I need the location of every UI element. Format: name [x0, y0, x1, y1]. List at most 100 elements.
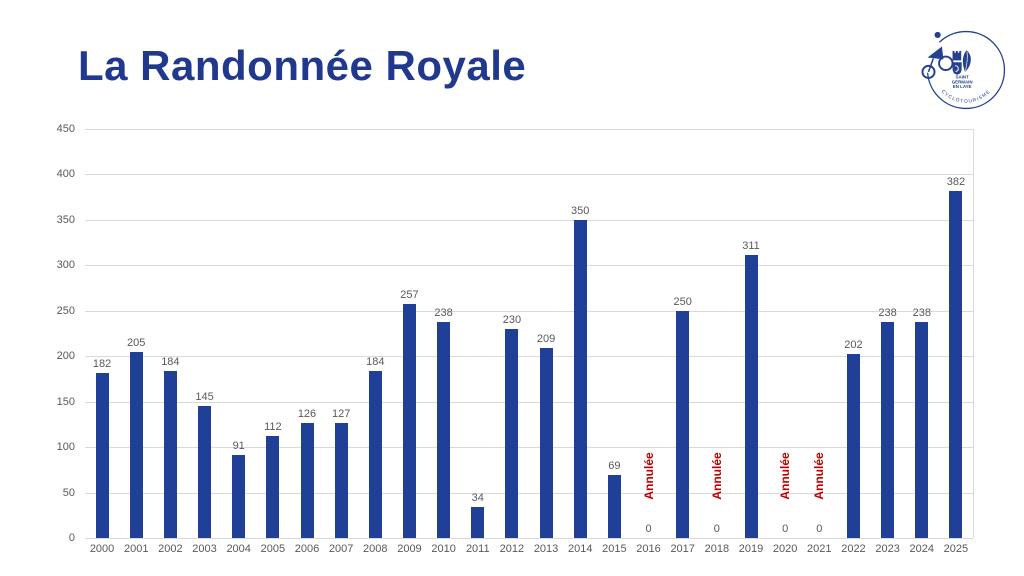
x-tick-label: 2025: [943, 543, 969, 555]
bar-value-label: 34: [471, 492, 484, 505]
gridline: [85, 219, 973, 221]
x-tick-label: 2004: [226, 543, 251, 555]
cancelled-label: Annulée: [778, 452, 793, 500]
bar-value-label: 250: [673, 295, 692, 308]
club-name-line-2: GERMAIN: [952, 79, 973, 84]
bar-value-label: 230: [502, 313, 522, 326]
y-tick-label: 250: [56, 304, 75, 317]
bar: [471, 507, 485, 538]
x-tick-label: 2006: [294, 543, 320, 555]
y-tick-label: 0: [68, 532, 75, 544]
x-tick-label: 2017: [670, 543, 695, 555]
x-tick-label: 2007: [328, 543, 354, 555]
bar-value-label: 126: [297, 408, 317, 421]
x-tick-label: 2011: [465, 543, 490, 555]
bar: [300, 423, 314, 538]
x-tick-label: 2005: [260, 543, 286, 555]
bar: [846, 354, 860, 538]
x-tick-label: 2000: [89, 543, 115, 555]
x-tick-label: 2008: [363, 543, 388, 555]
x-tick-label: 2012: [499, 543, 525, 555]
y-tick-label: 50: [62, 486, 75, 499]
bar-value-label: 238: [878, 306, 897, 319]
club-logo: SAINT GERMAIN EN LAYE CYCLOTOURISME: [916, 30, 1006, 110]
x-tick-label: 2019: [738, 543, 764, 555]
x-tick-label: 2018: [704, 543, 730, 555]
y-tick-label: 300: [56, 259, 75, 272]
x-tick-label: 2016: [636, 543, 661, 555]
gridline: [85, 265, 973, 267]
bar-value-label: 350: [571, 204, 590, 217]
bar: [676, 310, 690, 538]
y-tick-label: 400: [56, 168, 75, 181]
y-tick-label: 350: [56, 213, 75, 226]
cancelled-label: Annulée: [641, 452, 656, 500]
x-tick-label: 2024: [909, 543, 934, 555]
bar-value-label: 145: [195, 391, 214, 404]
bar-value-label: 257: [400, 289, 419, 302]
bar: [368, 370, 382, 538]
x-tick-label: 2009: [397, 543, 422, 555]
page-title: La Randonnée Royale: [78, 42, 527, 89]
y-tick-label: 200: [56, 350, 75, 363]
cancelled-label: Annulée: [709, 452, 724, 500]
gridline: [85, 538, 973, 539]
bar: [539, 348, 553, 538]
bar-value-label: 127: [331, 407, 351, 420]
x-tick-label: 2013: [533, 543, 559, 555]
club-name-line-3: EN LAYE: [953, 84, 972, 89]
gridline: [85, 129, 973, 130]
cyclist-icon: [921, 31, 954, 79]
y-tick-label: 450: [56, 123, 75, 135]
bar: [334, 422, 348, 538]
bar-value-label: 382: [946, 175, 966, 188]
gridline: [85, 401, 973, 403]
bar-value-label: 0: [782, 523, 789, 535]
gridline: [85, 447, 973, 449]
x-tick-label: 2022: [841, 543, 866, 555]
x-tick-label: 2010: [431, 543, 456, 555]
plot-right-border: [973, 129, 974, 538]
bar: [95, 372, 109, 538]
x-tick-label: 2020: [772, 543, 798, 555]
club-name-text: SAINT GERMAIN EN LAYE: [952, 75, 973, 89]
bar-value-label: 69: [608, 460, 621, 473]
bar-value-label: 209: [536, 333, 556, 346]
bar-value-label: 205: [127, 336, 146, 349]
bar: [198, 406, 212, 538]
bar: [915, 321, 929, 538]
x-tick-label: 2015: [602, 543, 627, 555]
x-tick-label: 2023: [875, 543, 900, 555]
x-tick-label: 2021: [807, 543, 832, 555]
bar: [266, 436, 280, 538]
bar-value-label: 0: [645, 523, 652, 535]
bar-value-label: 182: [92, 357, 112, 370]
bar: [607, 475, 621, 538]
crest-icon: [952, 50, 971, 75]
cancelled-label: Annulée: [812, 452, 827, 500]
bar-value-label: 202: [844, 339, 863, 352]
bar: [232, 455, 246, 538]
x-tick-label: 2014: [567, 543, 593, 555]
bar-value-label: 184: [161, 355, 180, 368]
x-tick-label: 2003: [192, 543, 217, 555]
bar: [505, 328, 519, 538]
gridline: [85, 174, 973, 176]
gridline: [85, 492, 973, 494]
club-name-line-1: SAINT: [956, 75, 970, 80]
bar: [163, 370, 177, 538]
bar: [744, 255, 758, 538]
gridline: [85, 310, 973, 312]
bar-value-label: 311: [742, 240, 760, 253]
bar-value-label: 0: [816, 523, 823, 535]
bar-value-label: 184: [366, 355, 385, 368]
bar: [573, 219, 587, 538]
x-tick-label: 2001: [123, 543, 149, 555]
bar: [949, 190, 963, 538]
bar-value-label: 0: [713, 523, 720, 535]
bar-value-label: 91: [232, 440, 245, 453]
bar: [129, 351, 143, 538]
x-tick-label: 2002: [158, 543, 183, 555]
